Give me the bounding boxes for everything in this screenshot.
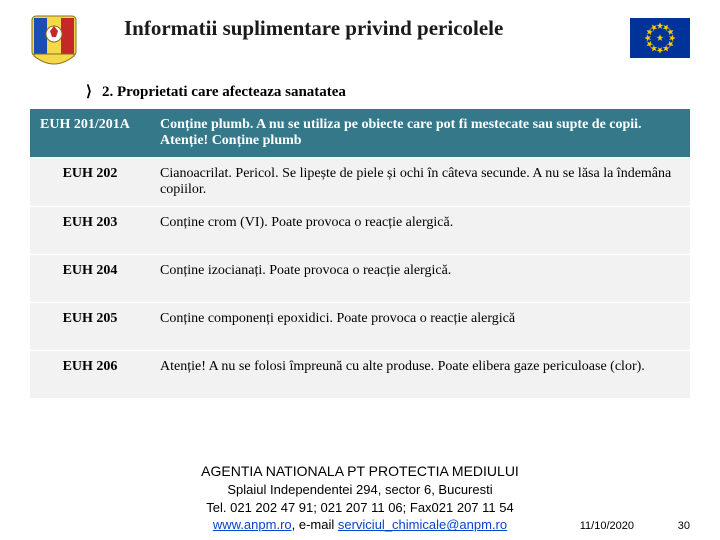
eu-flag-icon (630, 18, 690, 58)
header: Informatii suplimentare privind pericole… (30, 10, 690, 70)
row-desc: Conține izocianați. Poate provoca o reac… (150, 255, 690, 303)
agency-name: AGENTIA NATIONALA PT PROTECTIA MEDIULUI (0, 462, 720, 481)
hazard-table: EUH 201/201A Conține plumb. A nu se util… (30, 109, 690, 399)
table-row: EUH 204 Conține izocianați. Poate provoc… (30, 255, 690, 303)
bullet-icon: ⟩ (86, 82, 96, 101)
email-label: , e-mail (292, 517, 338, 532)
row-desc: Atenție! A nu se folosi împreună cu alte… (150, 351, 690, 399)
subtitle-text: 2. Proprietati care afecteaza sanatatea (102, 84, 346, 100)
table-row: EUH 205 Conține componenți epoxidici. Po… (30, 303, 690, 351)
row-code: EUH 206 (30, 351, 150, 399)
page-title: Informatii suplimentare privind pericole… (88, 10, 620, 41)
agency-contact: Tel. 021 202 47 91; 021 207 11 06; Fax02… (0, 499, 720, 517)
page-number: 30 (678, 520, 690, 532)
agency-url[interactable]: www.anpm.ro (213, 517, 292, 532)
row-code: EUH 202 (30, 158, 150, 207)
row-code: EUH 204 (30, 255, 150, 303)
table-header-row: EUH 201/201A Conține plumb. A nu se util… (30, 109, 690, 158)
date-stamp: 11/10/2020 (580, 520, 634, 532)
row-code: EUH 205 (30, 303, 150, 351)
subtitle: ⟩ 2. Proprietati care afecteaza sanatatea (30, 82, 690, 101)
agency-email[interactable]: serviciul_chimicale@anpm.ro (338, 517, 507, 532)
table-row: EUH 203 Conține crom (VI). Poate provoca… (30, 207, 690, 255)
row-desc: Cianoacrilat. Pericol. Se lipește de pie… (150, 158, 690, 207)
tel-value: 021 202 47 91; 021 207 11 06; Fax021 207… (230, 500, 514, 515)
header-desc: Conține plumb. A nu se utiliza pe obiect… (150, 109, 690, 158)
coat-of-arms-icon (30, 14, 78, 70)
header-code: EUH 201/201A (30, 109, 150, 158)
row-desc: Conține componenți epoxidici. Poate prov… (150, 303, 690, 351)
table-row: EUH 202 Cianoacrilat. Pericol. Se lipeșt… (30, 158, 690, 207)
row-code: EUH 203 (30, 207, 150, 255)
table-row: EUH 206 Atenție! A nu se folosi împreună… (30, 351, 690, 399)
tel-label: Tel. (206, 500, 226, 515)
row-desc: Conține crom (VI). Poate provoca o reacț… (150, 207, 690, 255)
agency-address: Splaiul Independentei 294, sector 6, Buc… (0, 481, 720, 499)
